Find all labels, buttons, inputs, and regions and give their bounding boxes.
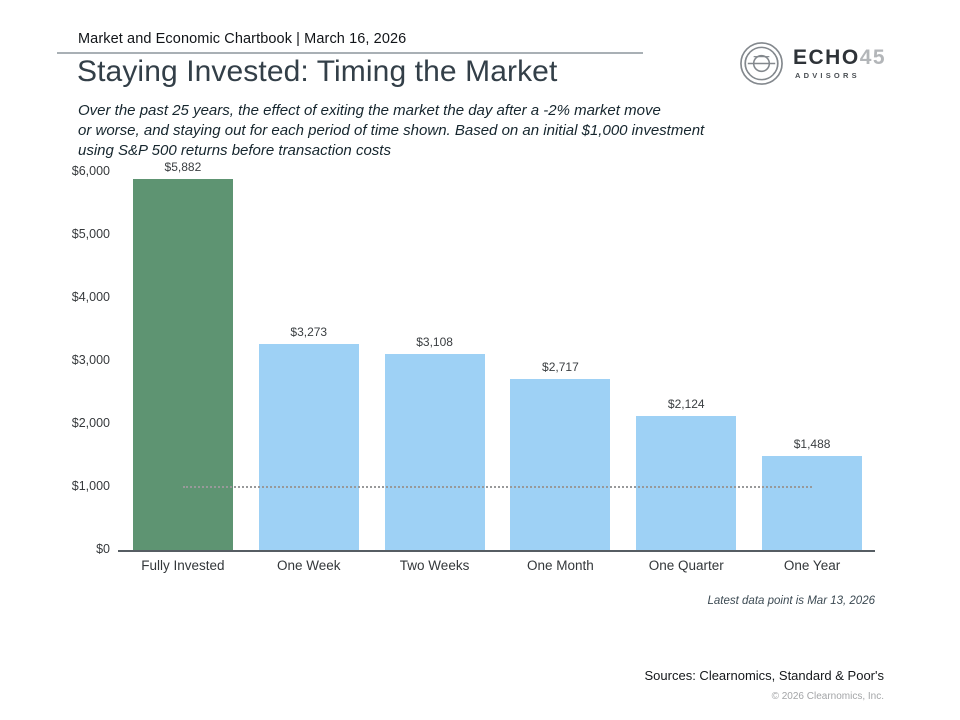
x-axis-label: One Quarter bbox=[648, 558, 724, 573]
initial-investment-reference-line bbox=[182, 486, 813, 488]
chartbook-header: Market and Economic Chartbook | March 16… bbox=[78, 31, 407, 47]
bar-value-label: $2,717 bbox=[542, 359, 579, 374]
y-axis-label: $2,000 bbox=[71, 416, 110, 430]
bar-one-quarter bbox=[636, 416, 737, 550]
x-axis-label: One Year bbox=[783, 558, 841, 573]
y-axis-label: $6,000 bbox=[71, 164, 110, 178]
chart-description-line-3: using S&P 500 returns before transaction… bbox=[78, 142, 391, 159]
logo-number: 45 bbox=[859, 45, 887, 69]
latest-data-note: Latest data point is Mar 13, 2026 bbox=[707, 595, 876, 607]
x-axis-label: Fully Invested bbox=[141, 558, 225, 573]
y-axis-label: $5,000 bbox=[71, 227, 110, 241]
bar-value-label: $3,273 bbox=[290, 324, 328, 339]
bar-value-label: $1,488 bbox=[793, 437, 831, 452]
bar-value-label: $3,108 bbox=[416, 335, 453, 350]
x-axis-label: Two Weeks bbox=[399, 558, 470, 573]
bar-fully-invested bbox=[132, 179, 233, 550]
bar-one-week bbox=[258, 343, 359, 550]
copyright-note: © 2026 Clearnomics, Inc. bbox=[771, 691, 884, 702]
header-divider bbox=[57, 52, 643, 54]
bar-one-year bbox=[762, 456, 863, 550]
bar-value-label: $2,124 bbox=[667, 397, 705, 412]
page-title: Staying Invested: Timing the Market bbox=[77, 55, 558, 88]
echo45-logo-icon bbox=[740, 41, 783, 85]
sources-note: Sources: Clearnomics, Standard & Poor's bbox=[644, 668, 884, 683]
chart-description-line-2: or worse, and staying out for each perio… bbox=[78, 122, 705, 139]
x-axis-label: One Week bbox=[276, 558, 341, 573]
chart-description-line-1: Over the past 25 years, the effect of ex… bbox=[78, 102, 661, 119]
logo-name: ECHO bbox=[793, 45, 860, 69]
echo45-logo: ECHO45 ADVISORS bbox=[738, 38, 918, 88]
bar-one-month bbox=[510, 378, 611, 550]
bar-two-weeks bbox=[384, 354, 485, 550]
chart-description: Over the past 25 years, the effect of ex… bbox=[78, 101, 704, 161]
x-axis-label: One Month bbox=[527, 558, 594, 573]
echo45-logo-text: ECHO45 ADVISORS bbox=[793, 45, 887, 80]
logo-subtext: ADVISORS bbox=[795, 70, 860, 80]
bar-value-label: $5,882 bbox=[164, 160, 202, 175]
x-axis-line bbox=[118, 550, 875, 552]
y-axis-label: $1,000 bbox=[71, 479, 110, 493]
y-axis-label: $0 bbox=[96, 542, 110, 556]
y-axis-label: $3,000 bbox=[71, 353, 110, 367]
y-axis-label: $4,000 bbox=[71, 290, 110, 304]
